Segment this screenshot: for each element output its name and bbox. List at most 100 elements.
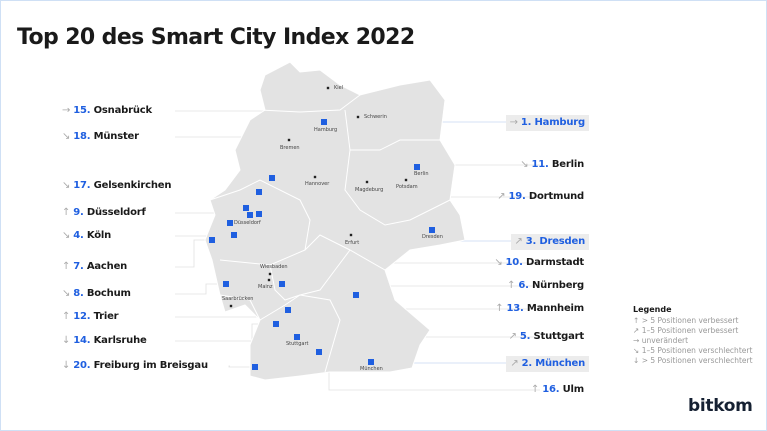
rank: 2.	[521, 358, 533, 369]
ranking-label: ↘ 10. Darmstadt	[494, 256, 584, 270]
map-city-label: Magdeburg	[355, 187, 384, 193]
trend-icon: ↘	[62, 230, 71, 241]
map-city-label: Hamburg	[314, 127, 338, 133]
ranking-label: ↘ 17. Gelsenkirchen	[62, 179, 171, 193]
rank: 13.	[506, 303, 524, 314]
trend-icon: ↑	[507, 280, 516, 291]
city-marker	[269, 175, 275, 181]
rank: 18.	[73, 131, 91, 142]
city-name: Ulm	[562, 384, 585, 395]
city-name: Dresden	[539, 236, 585, 247]
city-marker	[279, 281, 285, 287]
city-marker	[368, 359, 374, 365]
ranking-label: ↗ 5. Stuttgart	[508, 330, 585, 344]
trend-icon: ↓	[62, 335, 71, 346]
trend-icon: ↑	[495, 303, 504, 314]
map-city-label: Bremen	[280, 145, 300, 151]
city-name: Nürnberg	[532, 280, 584, 291]
capital-dot	[349, 233, 353, 237]
connector-line	[175, 283, 226, 295]
city-name: Osnabrück	[93, 105, 153, 116]
ranking-label: ↑ 16. Ulm	[531, 383, 584, 397]
city-marker	[243, 205, 249, 211]
legend-text: 1–5 Positionen verbessert	[641, 326, 739, 335]
trend-icon: ↘	[520, 159, 529, 170]
map-city-label: Potsdam	[396, 184, 418, 190]
state-borders	[209, 94, 451, 373]
map-city-label: Kiel	[334, 85, 344, 91]
trend-icon: ↑	[62, 207, 71, 218]
trend-icon: ↘	[494, 257, 503, 268]
legend-text: > 5 Positionen verbessert	[641, 316, 739, 325]
connector-line	[228, 365, 255, 368]
ranking-label: ↗ 2. München	[506, 356, 589, 372]
trend-icon: ↗	[508, 331, 517, 342]
city-marker	[353, 292, 359, 298]
trend-icon: →	[633, 336, 640, 345]
capital-dot	[404, 178, 408, 182]
legend: Legende ↑ > 5 Positionen verbessert ↗ 1–5…	[633, 305, 753, 366]
city-marker	[256, 189, 262, 195]
city-name: Gelsenkirchen	[93, 180, 172, 191]
capital-dot	[313, 175, 317, 179]
trend-icon: ↗	[497, 191, 506, 202]
map-city-label: Hannover	[305, 181, 330, 187]
rank: 16.	[542, 384, 560, 395]
ranking-label: ↘ 18. Münster	[62, 130, 139, 144]
city-name: Dortmund	[528, 191, 584, 202]
trend-icon: ↘	[62, 180, 71, 191]
rank: 5.	[519, 331, 531, 342]
germany-shape	[204, 61, 466, 381]
city-marker	[231, 232, 237, 238]
ranking-label: ↓ 14. Karlsruhe	[62, 334, 147, 348]
rank: 6.	[518, 280, 529, 291]
city-name: Mannheim	[526, 303, 584, 314]
ranking-label: ↓ 20. Freiburg im Breisgau	[62, 359, 208, 373]
ranking-label: → 1. Hamburg	[505, 115, 589, 131]
trend-icon: ↑	[531, 384, 540, 395]
city-marker	[429, 227, 435, 233]
capital-dot	[326, 86, 330, 90]
bitkom-logo: bitkom	[688, 396, 753, 416]
legend-title: Legende	[633, 305, 672, 314]
city-marker	[294, 334, 300, 340]
trend-icon: ↑	[633, 316, 640, 325]
rank: 8.	[73, 288, 84, 299]
city-name: Darmstadt	[525, 257, 584, 268]
city-marker	[273, 321, 279, 327]
map-city-label: Schwerin	[364, 114, 387, 120]
map-city-label: Dresden	[422, 234, 443, 240]
city-name: Münster	[93, 131, 139, 142]
city-name: Karlsruhe	[93, 335, 147, 346]
city-name: München	[535, 358, 585, 369]
ranking-label: ↗ 19. Dortmund	[497, 190, 584, 204]
map-city-label: Wiesbaden	[260, 264, 288, 270]
city-name: Freiburg im Breisgau	[93, 360, 208, 371]
map-city-label: München	[360, 366, 383, 372]
map-city-label: Saarbrücken	[222, 296, 254, 302]
city-marker	[227, 220, 233, 226]
city-name: Köln	[86, 230, 112, 241]
trend-icon: ↘	[62, 288, 71, 299]
ranking-label: ↗ 3. Dresden	[510, 234, 589, 250]
rank: 11.	[531, 159, 549, 170]
capital-dot	[267, 278, 271, 282]
trend-icon: ↘	[62, 131, 71, 142]
capital-dot	[365, 180, 369, 184]
city-marker	[223, 281, 229, 287]
rank: 17.	[73, 180, 91, 191]
ranking-label: ↑ 6. Nürnberg	[507, 279, 584, 293]
city-marker	[321, 119, 327, 125]
city-marker	[252, 364, 258, 370]
page-title: Top 20 des Smart City Index 2022	[17, 25, 415, 50]
legend-item: ↓ > 5 Positionen verschlechtert	[633, 356, 753, 366]
city-name: Stuttgart	[533, 331, 585, 342]
city-marker	[256, 211, 262, 217]
ranking-label: ↑ 9. Düsseldorf	[62, 206, 146, 220]
trend-icon: →	[62, 105, 71, 116]
capital-dot	[356, 115, 360, 119]
map-city-label: Düsseldorf	[234, 220, 261, 226]
rank: 20.	[73, 360, 91, 371]
capital-dot	[287, 138, 291, 142]
